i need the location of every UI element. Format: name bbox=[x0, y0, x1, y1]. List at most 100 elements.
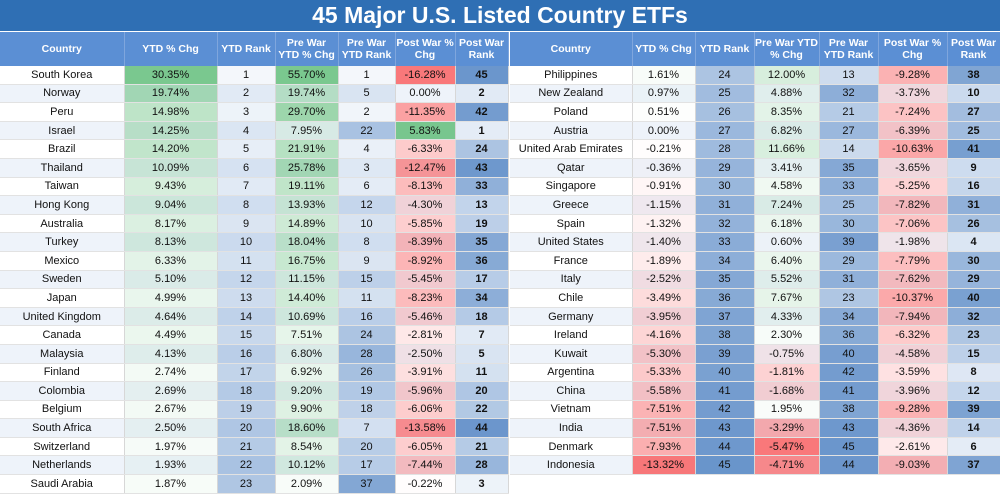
ytd-chg-cell: 4.64% bbox=[124, 307, 218, 327]
postwar-chg-cell: -6.39% bbox=[878, 121, 948, 141]
ytd-chg-cell: 14.98% bbox=[124, 102, 218, 122]
prewar-rank-cell: 26 bbox=[338, 363, 396, 383]
ytd-chg-cell: 1.93% bbox=[124, 455, 218, 476]
postwar-rank-cell: 9 bbox=[947, 158, 1000, 178]
prewar-rank-cell: 41 bbox=[819, 381, 879, 401]
table-row: Saudi Arabia 1.87% 23 2.09% 37 -0.22% 3 bbox=[0, 474, 509, 494]
prewar-chg-cell: -0.75% bbox=[754, 344, 820, 364]
table-row: Canada 4.49% 15 7.51% 24 -2.81% 7 bbox=[0, 325, 509, 345]
postwar-rank-cell: 25 bbox=[947, 121, 1000, 141]
postwar-rank-cell: 8 bbox=[947, 363, 1000, 383]
country-cell: Singapore bbox=[510, 177, 633, 197]
postwar-chg-cell: -8.13% bbox=[395, 177, 456, 197]
table-row: India -7.51% 43 -3.29% 43 -4.36% 14 bbox=[510, 418, 1000, 438]
ytd-rank-cell: 45 bbox=[695, 455, 755, 476]
postwar-chg-cell: -9.03% bbox=[878, 455, 948, 476]
postwar-chg-cell: -7.79% bbox=[878, 251, 948, 271]
ytd-rank-cell: 2 bbox=[217, 84, 276, 104]
prewar-rank-cell: 22 bbox=[338, 121, 396, 141]
country-cell: Thailand bbox=[0, 158, 125, 178]
prewar-rank-cell: 12 bbox=[338, 195, 396, 215]
prewar-rank-cell: 37 bbox=[338, 474, 396, 494]
prewar-rank-cell: 35 bbox=[819, 158, 879, 178]
prewar-rank-cell: 8 bbox=[338, 232, 396, 252]
prewar-chg-cell: 3.41% bbox=[754, 158, 820, 178]
prewar-chg-cell: 7.51% bbox=[275, 325, 339, 345]
country-cell: Vietnam bbox=[510, 400, 633, 420]
prewar-chg-cell: 5.52% bbox=[754, 270, 820, 290]
ytd-rank-cell: 16 bbox=[217, 344, 276, 364]
prewar-rank-cell: 15 bbox=[338, 270, 396, 290]
prewar-chg-cell: 6.82% bbox=[754, 121, 820, 141]
country-cell: India bbox=[510, 418, 633, 438]
prewar-chg-cell: 13.93% bbox=[275, 195, 339, 215]
country-cell: Ireland bbox=[510, 325, 633, 345]
prewar-chg-cell: 2.09% bbox=[275, 474, 339, 494]
ytd-rank-cell: 21 bbox=[217, 437, 276, 457]
postwar-chg-cell: -4.36% bbox=[878, 418, 948, 438]
ytd-chg-cell: 2.67% bbox=[124, 400, 218, 420]
postwar-rank-cell: 32 bbox=[947, 307, 1000, 327]
postwar-chg-cell: -4.30% bbox=[395, 195, 456, 215]
table-row: Japan 4.99% 13 14.40% 11 -8.23% 34 bbox=[0, 288, 509, 308]
prewar-rank-cell: 1 bbox=[338, 66, 396, 85]
ytd-rank-cell: 17 bbox=[217, 363, 276, 383]
postwar-chg-cell: -8.92% bbox=[395, 251, 456, 271]
country-cell: Norway bbox=[0, 84, 125, 104]
prewar-rank-cell: 20 bbox=[338, 437, 396, 457]
ytd-chg-cell: 14.20% bbox=[124, 139, 218, 159]
col-header-prewar-chg: Pre War YTD % Chg bbox=[275, 32, 339, 66]
country-cell: United Arab Emirates bbox=[510, 139, 633, 159]
postwar-rank-cell: 12 bbox=[947, 381, 1000, 401]
ytd-chg-cell: -3.95% bbox=[632, 307, 696, 327]
postwar-chg-cell: -8.39% bbox=[395, 232, 456, 252]
header-row: Country YTD % Chg YTD Rank Pre War YTD %… bbox=[510, 32, 1000, 66]
prewar-chg-cell: 55.70% bbox=[275, 66, 339, 85]
ytd-rank-cell: 30 bbox=[695, 177, 755, 197]
postwar-chg-cell: -7.44% bbox=[395, 455, 456, 476]
prewar-chg-cell: -5.47% bbox=[754, 437, 820, 457]
postwar-chg-cell: -5.25% bbox=[878, 177, 948, 197]
prewar-rank-cell: 2 bbox=[338, 102, 396, 122]
prewar-rank-cell: 38 bbox=[819, 400, 879, 420]
prewar-chg-cell: 7.95% bbox=[275, 121, 339, 141]
ytd-rank-cell: 1 bbox=[217, 66, 276, 85]
ytd-chg-cell: 4.49% bbox=[124, 325, 218, 345]
ytd-rank-cell: 32 bbox=[695, 214, 755, 234]
table-row: Germany -3.95% 37 4.33% 34 -7.94% 32 bbox=[510, 307, 1000, 327]
prewar-chg-cell: 9.20% bbox=[275, 381, 339, 401]
prewar-chg-cell: 1.95% bbox=[754, 400, 820, 420]
country-cell: Colombia bbox=[0, 381, 125, 401]
table-row: Spain -1.32% 32 6.18% 30 -7.06% 26 bbox=[510, 214, 1000, 234]
ytd-rank-cell: 7 bbox=[217, 177, 276, 197]
postwar-rank-cell: 1 bbox=[455, 121, 509, 141]
postwar-rank-cell: 18 bbox=[455, 307, 509, 327]
prewar-chg-cell: 10.69% bbox=[275, 307, 339, 327]
table-row: Kuwait -5.30% 39 -0.75% 40 -4.58% 15 bbox=[510, 344, 1000, 364]
postwar-rank-cell: 5 bbox=[455, 344, 509, 364]
table-row: South Korea 30.35% 1 55.70% 1 -16.28% 45 bbox=[0, 66, 509, 85]
page-title: 45 Major U.S. Listed Country ETFs bbox=[0, 0, 1000, 31]
postwar-chg-cell: -3.96% bbox=[878, 381, 948, 401]
postwar-chg-cell: -10.63% bbox=[878, 139, 948, 159]
ytd-chg-cell: -4.16% bbox=[632, 325, 696, 345]
ytd-rank-cell: 23 bbox=[217, 474, 276, 494]
table-row: Israel 14.25% 4 7.95% 22 5.83% 1 bbox=[0, 121, 509, 141]
table-row: New Zealand 0.97% 25 4.88% 32 -3.73% 10 bbox=[510, 84, 1000, 104]
country-cell: Japan bbox=[0, 288, 125, 308]
table-row: United Kingdom 4.64% 14 10.69% 16 -5.46% 18 bbox=[0, 307, 509, 327]
postwar-chg-cell: -1.98% bbox=[878, 232, 948, 252]
table-row: Brazil 14.20% 5 21.91% 4 -6.33% 24 bbox=[0, 139, 509, 159]
prewar-rank-cell: 44 bbox=[819, 455, 879, 476]
postwar-chg-cell: -9.28% bbox=[878, 400, 948, 420]
ytd-rank-cell: 34 bbox=[695, 251, 755, 271]
prewar-chg-cell: 12.00% bbox=[754, 66, 820, 85]
ytd-chg-cell: 9.43% bbox=[124, 177, 218, 197]
table-row: Chile -3.49% 36 7.67% 23 -10.37% 40 bbox=[510, 288, 1000, 308]
prewar-rank-cell: 39 bbox=[819, 232, 879, 252]
prewar-chg-cell: 6.92% bbox=[275, 363, 339, 383]
postwar-rank-cell: 7 bbox=[455, 325, 509, 345]
country-cell: China bbox=[510, 381, 633, 401]
prewar-rank-cell: 5 bbox=[338, 84, 396, 104]
prewar-chg-cell: -1.68% bbox=[754, 381, 820, 401]
